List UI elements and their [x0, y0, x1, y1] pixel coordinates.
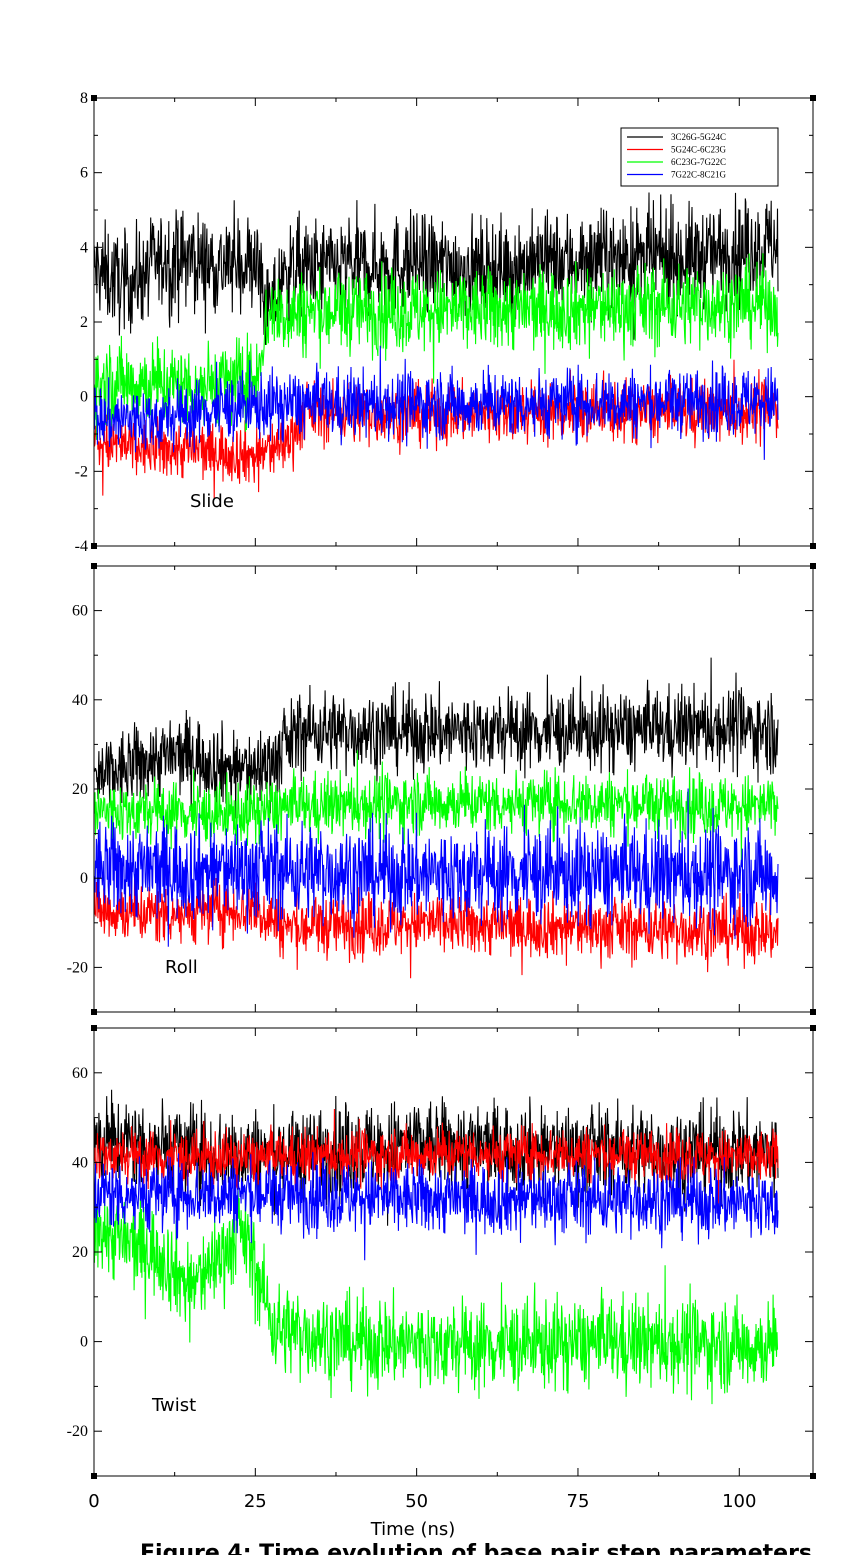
y-tick-label: 0	[80, 1334, 88, 1351]
series-line-3c26g-5g24c	[94, 192, 779, 345]
series-line-7g22c-8c21g	[94, 1152, 779, 1261]
x-tick-label: 75	[567, 1491, 590, 1512]
y-tick-label: 0	[80, 870, 88, 887]
y-tick-label: 2	[80, 314, 88, 331]
panel-label-slide: Slide	[190, 491, 234, 512]
y-tick-label: 20	[72, 1244, 88, 1261]
y-tick-label: 8	[80, 90, 88, 107]
x-tick-label: 50	[405, 1491, 428, 1512]
y-tick-label: 0	[80, 389, 88, 406]
legend: 3C26G-5G24C 5G24C-6C23G 6C23G-7G22C 7G22C-8…	[620, 127, 779, 187]
y-tick-label: 40	[72, 692, 88, 709]
y-tick-label: 20	[72, 781, 88, 798]
legend-entry: 3C26G-5G24C	[671, 132, 726, 142]
chart-panel-twist: -20 0 20 40 60 Twist	[67, 1025, 816, 1479]
y-tick-label: 4	[80, 239, 88, 256]
panel-label-roll: Roll	[165, 957, 198, 978]
series-line-7g22c-8c21g	[94, 788, 779, 947]
y-tick-label: 60	[72, 1065, 88, 1082]
x-tick-label: 0	[88, 1491, 99, 1512]
series-line-6c23g-7g22c	[94, 1189, 779, 1405]
y-tick-label: -4	[75, 538, 88, 555]
legend-entry: 7G22C-8C21G	[671, 170, 727, 180]
y-tick-label: -20	[67, 1423, 88, 1440]
figure-caption: Figure 4: Time evolution of base pair st…	[140, 1541, 812, 1555]
x-tick-label: 25	[244, 1491, 267, 1512]
series-line-6c23g-7g22c	[94, 253, 779, 440]
panel-label-twist: Twist	[151, 1395, 196, 1416]
y-tick-label: -20	[67, 959, 88, 976]
y-tick-label: -2	[75, 463, 88, 480]
legend-entry: 5G24C-6C23G	[671, 145, 727, 155]
series-line-5g24c-6c23g	[94, 1108, 779, 1205]
x-tick-label: 100	[722, 1491, 756, 1512]
y-tick-label: 40	[72, 1154, 88, 1171]
series-line-6c23g-7g22c	[94, 750, 779, 862]
legend-box	[620, 127, 779, 187]
series-group	[94, 1089, 779, 1405]
panels: -4-202468Slide-200204060Roll-200204060Tw…	[67, 90, 816, 1479]
series-line-3c26g-5g24c	[94, 657, 779, 819]
y-tick-label: 60	[72, 603, 88, 620]
plot-frame	[93, 1027, 814, 1477]
chart-panel-slide: -4 -2 0 2 4 6 8 Slide	[75, 90, 816, 555]
series-group	[94, 192, 779, 499]
series-group	[94, 657, 779, 979]
chart-panel-roll: -20 0 20 40 60 Roll	[67, 563, 816, 1015]
x-axis-title: Time (ns)	[370, 1519, 456, 1540]
x-axis: 0 25 50 75 100	[88, 1491, 756, 1512]
legend-entry: 6C23G-7G22C	[671, 157, 726, 167]
y-tick-label: 6	[80, 165, 88, 182]
series-line-7g22c-8c21g	[94, 345, 779, 460]
